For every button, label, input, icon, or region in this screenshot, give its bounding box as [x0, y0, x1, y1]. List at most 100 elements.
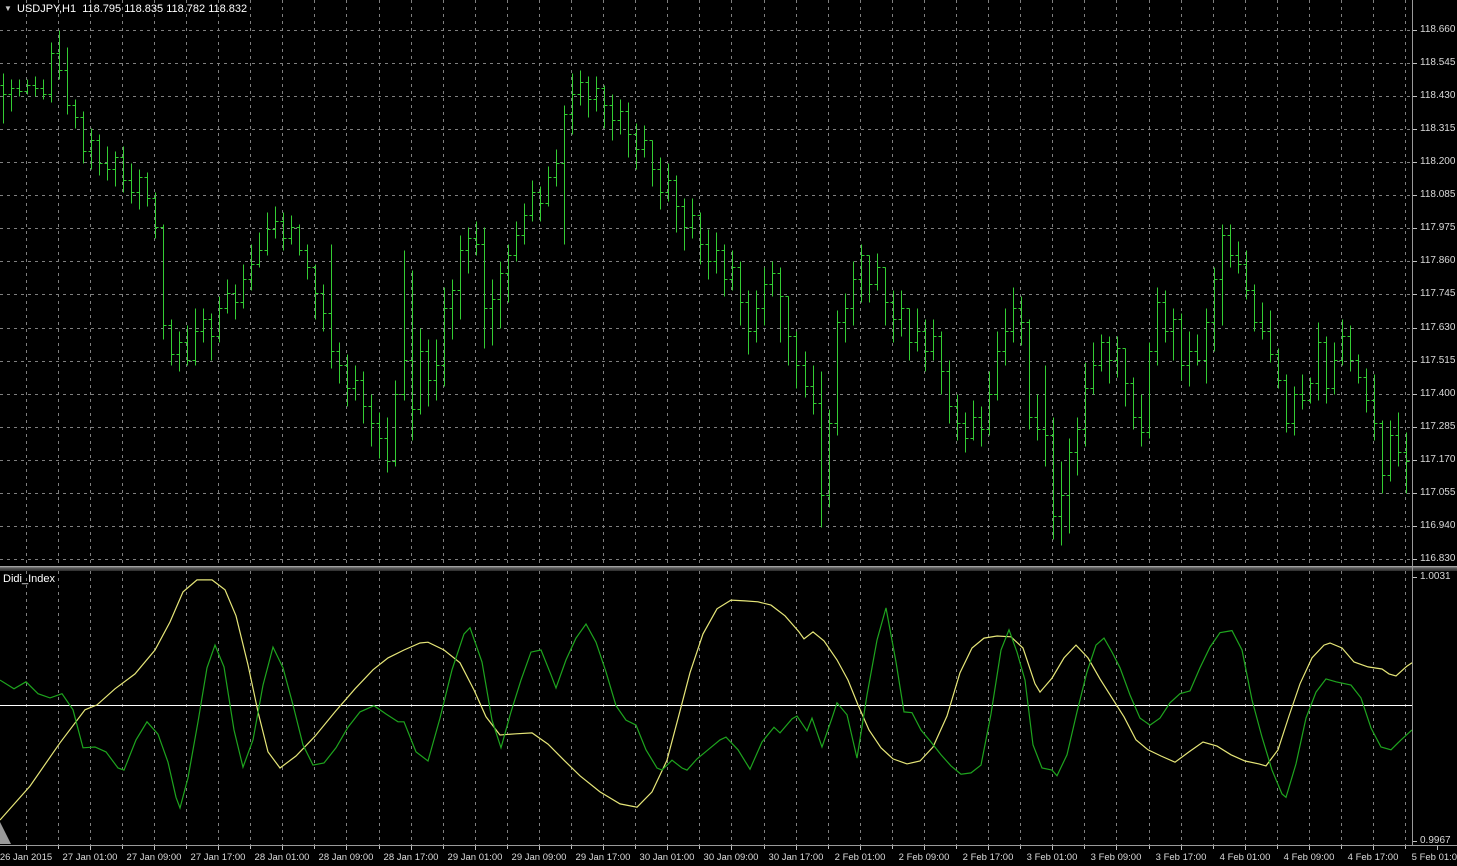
time-axis[interactable]: 26 Jan 2015 27 Jan 01:00 27 Jan 09:00 27 Ja… — [0, 845, 1457, 866]
didi-slow-line — [0, 607, 1412, 810]
axis-tick — [1413, 427, 1417, 428]
axis-tick — [1413, 261, 1417, 262]
main-price-chart[interactable] — [0, 0, 1412, 566]
axis-tick — [1413, 162, 1417, 163]
axis-tick — [1309, 846, 1310, 850]
didi-fast-line — [0, 579, 1412, 821]
price-label: 118.200 — [1420, 156, 1456, 167]
time-label: 27 Jan 09:00 — [126, 852, 182, 863]
axis-tick — [571, 846, 572, 849]
time-label: 30 Jan 17:00 — [768, 852, 824, 863]
axis-tick — [1413, 526, 1417, 527]
axis-tick — [796, 846, 797, 850]
grid-lines — [0, 0, 1412, 566]
price-label: 117.745 — [1420, 288, 1456, 299]
price-label: 116.940 — [1420, 520, 1456, 531]
axis-tick — [475, 846, 476, 850]
axis-tick — [1437, 846, 1438, 850]
time-label: 3 Feb 09:00 — [1090, 852, 1142, 863]
axis-tick — [186, 846, 187, 849]
axis-tick — [122, 846, 123, 849]
axis-tick — [699, 846, 700, 849]
price-label: 117.285 — [1420, 421, 1456, 432]
axis-tick — [635, 846, 636, 849]
indicator-max-label: 1.0031 — [1420, 571, 1451, 582]
axis-tick — [250, 846, 251, 849]
axis-tick — [924, 846, 925, 850]
axis-tick — [1020, 846, 1021, 849]
axis-tick — [1116, 846, 1117, 850]
axis-tick — [1181, 846, 1182, 850]
time-label: 2 Feb 01:00 — [834, 852, 886, 863]
time-label: 2 Feb 09:00 — [898, 852, 950, 863]
axis-tick — [539, 846, 540, 850]
time-label: 4 Feb 09:00 — [1283, 852, 1335, 863]
axis-tick — [1413, 129, 1417, 130]
time-label: 30 Jan 09:00 — [703, 852, 759, 863]
time-label: 26 Jan 2015 — [0, 852, 53, 863]
axis-tick — [764, 846, 765, 849]
axis-tick — [1084, 846, 1085, 849]
indicator-min-label: 0.9967 — [1420, 835, 1451, 846]
axis-tick — [1413, 96, 1417, 97]
axis-tick — [1413, 294, 1417, 295]
price-chart-canvas — [0, 0, 1412, 566]
axis-tick — [411, 846, 412, 850]
time-label: 28 Jan 01:00 — [254, 852, 310, 863]
axis-tick — [346, 846, 347, 850]
axis-tick — [1413, 394, 1417, 395]
grid-lines — [26, 571, 1406, 845]
axis-tick — [1413, 361, 1417, 362]
axis-tick — [379, 846, 380, 849]
price-label: 118.315 — [1420, 123, 1456, 134]
price-label: 117.515 — [1420, 355, 1456, 366]
price-label: 118.660 — [1420, 24, 1456, 35]
axis-tick — [1413, 63, 1417, 64]
time-label: 2 Feb 17:00 — [962, 852, 1014, 863]
time-label: 28 Jan 17:00 — [383, 852, 439, 863]
time-label: 27 Jan 01:00 — [62, 852, 118, 863]
axis-tick — [507, 846, 508, 849]
axis-tick — [1413, 577, 1417, 578]
price-label: 116.830 — [1420, 553, 1456, 564]
price-label: 118.085 — [1420, 189, 1456, 200]
panel-corner-marker — [0, 822, 11, 844]
panel-divider[interactable] — [0, 566, 1457, 571]
price-label: 117.400 — [1420, 388, 1456, 399]
axis-tick — [154, 846, 155, 850]
price-label: 118.430 — [1420, 90, 1456, 101]
axis-tick — [1413, 328, 1417, 329]
axis-tick — [892, 846, 893, 849]
axis-tick — [828, 846, 829, 849]
axis-tick — [1413, 228, 1417, 229]
axis-tick — [1213, 846, 1214, 849]
indicator-canvas — [0, 571, 1412, 845]
ohlc-bars — [0, 30, 1410, 546]
price-axis[interactable]: 118.660 118.545 118.430 118.315 118.200 118.0… — [1412, 0, 1457, 846]
indicator-panel[interactable] — [0, 571, 1412, 845]
axis-tick — [1245, 846, 1246, 850]
time-label: 3 Feb 17:00 — [1155, 852, 1207, 863]
axis-tick — [731, 846, 732, 850]
axis-tick — [1149, 846, 1150, 849]
symbol-title: USDJPY,H1 118.795 118.835 118.782 118.83… — [17, 3, 248, 15]
time-label: 29 Jan 09:00 — [511, 852, 567, 863]
axis-tick — [1413, 195, 1417, 196]
axis-tick — [1413, 460, 1417, 461]
price-label: 117.975 — [1420, 222, 1456, 233]
time-label: 3 Feb 01:00 — [1026, 852, 1078, 863]
price-label: 117.630 — [1420, 322, 1456, 333]
axis-tick — [314, 846, 315, 849]
chart-dropdown-triangle-icon[interactable]: ▼ — [4, 4, 12, 13]
time-label: 27 Jan 17:00 — [190, 852, 246, 863]
axis-tick — [860, 846, 861, 850]
price-label: 117.170 — [1420, 454, 1456, 465]
axis-tick — [1413, 559, 1417, 560]
price-label: 118.545 — [1420, 57, 1456, 68]
axis-tick — [603, 846, 604, 850]
axis-tick — [26, 846, 27, 850]
axis-tick — [1277, 846, 1278, 849]
axis-tick — [667, 846, 668, 850]
time-label: 5 Feb 01:00 — [1411, 852, 1457, 863]
